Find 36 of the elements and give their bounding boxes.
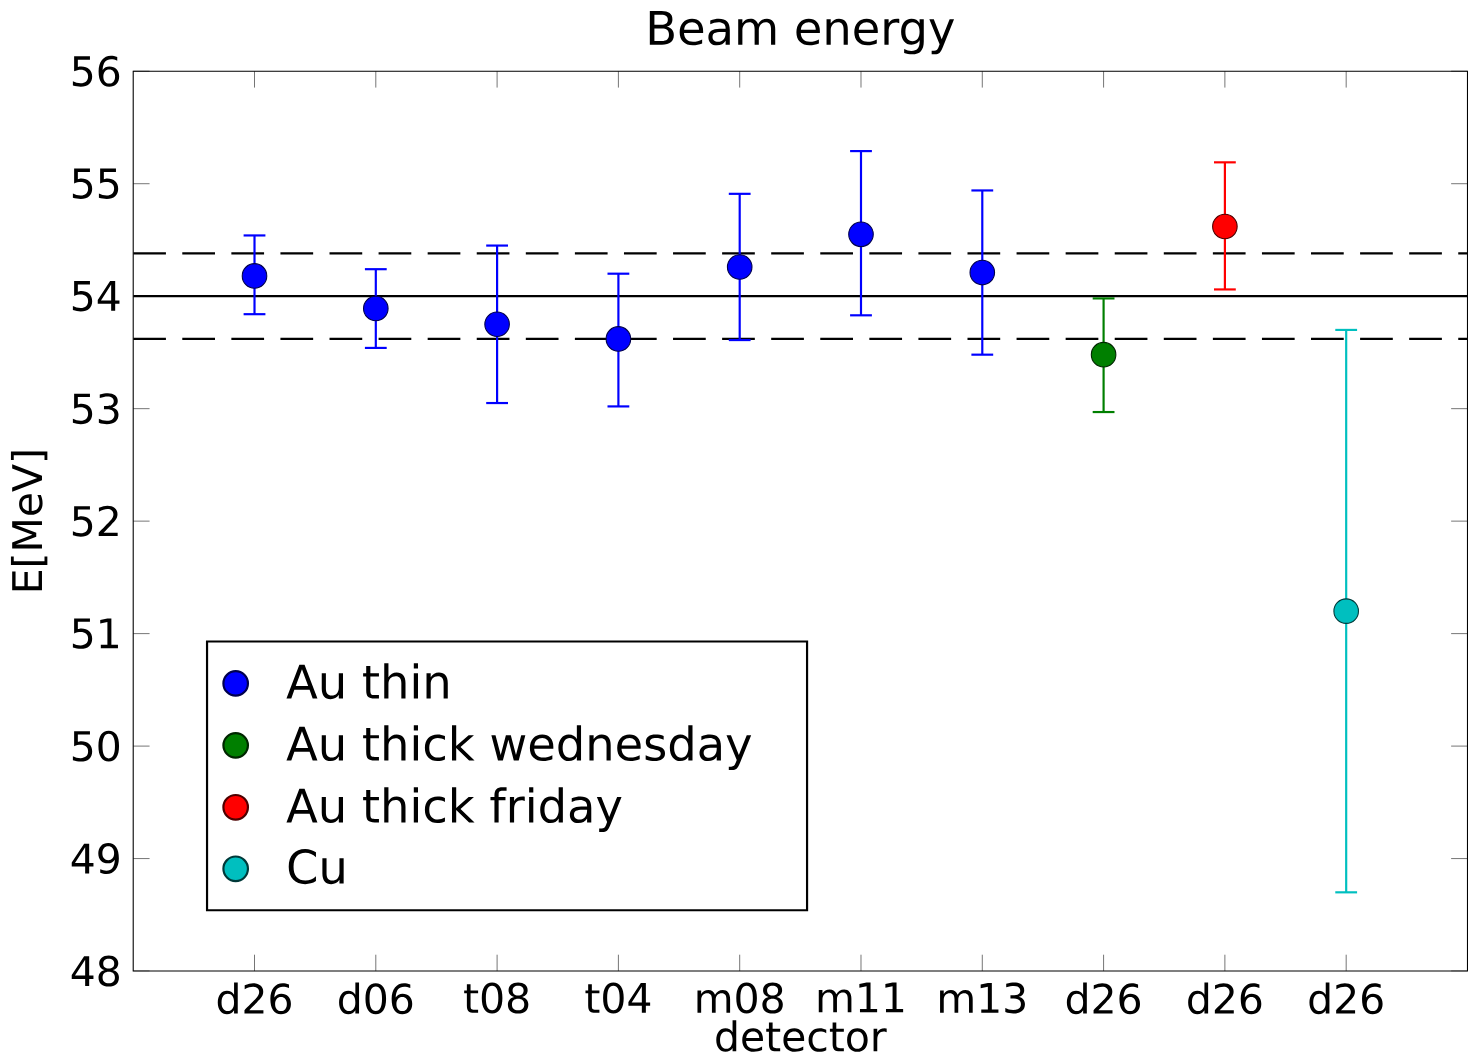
x-axis-title: detector bbox=[716, 1020, 887, 1052]
y-tick-label: 56 bbox=[72, 55, 120, 87]
y-tick-label: 55 bbox=[72, 168, 119, 200]
y-tick-label: 53 bbox=[72, 393, 119, 425]
point bbox=[969, 259, 996, 286]
legend-label: Cu bbox=[288, 849, 344, 885]
point bbox=[605, 326, 632, 352]
y-tick-label: 49 bbox=[71, 843, 119, 875]
point bbox=[726, 254, 753, 280]
x-tick-label: d26 bbox=[1309, 982, 1383, 1015]
point bbox=[1333, 598, 1359, 625]
x-tick-label: m13 bbox=[940, 982, 1025, 1014]
point bbox=[484, 311, 510, 338]
y-axis-title: E[MeV] bbox=[10, 451, 48, 591]
x-tick-label: m11 bbox=[818, 982, 904, 1013]
y-tick-label: 48 bbox=[71, 955, 119, 987]
legend-label: Au thick friday bbox=[286, 787, 622, 833]
chart-title: Beam energy bbox=[649, 11, 955, 55]
x-tick-label: d06 bbox=[339, 982, 413, 1015]
x-tick-label: t08 bbox=[464, 982, 529, 1014]
y-tick-label: 54 bbox=[72, 281, 120, 312]
x-tick-label: t04 bbox=[585, 982, 651, 1014]
x-tick-label: d26 bbox=[1188, 982, 1262, 1015]
point bbox=[1212, 213, 1238, 240]
y-tick-label: 50 bbox=[72, 730, 120, 762]
legend-label: Au thick wednesday bbox=[286, 725, 752, 771]
x-tick-label: d26 bbox=[217, 982, 291, 1015]
x-tick-label: m08 bbox=[697, 982, 783, 1014]
point bbox=[848, 221, 874, 248]
y-tick-label: 52 bbox=[72, 505, 118, 537]
y-tick-label: 51 bbox=[72, 618, 118, 649]
x-tick-label: d26 bbox=[1066, 982, 1140, 1015]
point bbox=[1090, 342, 1117, 368]
legend-label: Au thin bbox=[286, 663, 448, 700]
point bbox=[362, 295, 389, 322]
point bbox=[241, 263, 268, 289]
